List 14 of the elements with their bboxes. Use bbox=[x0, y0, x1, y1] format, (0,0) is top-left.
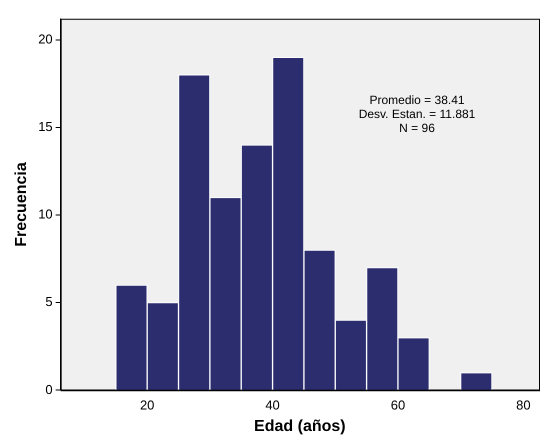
annotation: Desv. Estan. = 11.881 bbox=[358, 106, 476, 121]
annotation: N = 96 bbox=[399, 120, 436, 135]
x-axis-title: Edad (años) bbox=[254, 418, 346, 435]
x-tick-label: 80 bbox=[516, 398, 531, 413]
x-tick-label: 60 bbox=[390, 398, 406, 413]
y-tick-label: 5 bbox=[45, 294, 53, 310]
y-tick-label: 10 bbox=[38, 206, 53, 222]
y-tick-label: 20 bbox=[38, 31, 53, 46]
y-tick-label: 0 bbox=[45, 382, 53, 397]
annotation: Promedio = 38.41 bbox=[369, 92, 465, 107]
y-axis-title: Frecuencia bbox=[13, 162, 30, 247]
y-tick-label: 15 bbox=[38, 118, 53, 134]
x-tick-label: 20 bbox=[140, 398, 154, 413]
x-tick-label: 40 bbox=[265, 398, 280, 413]
